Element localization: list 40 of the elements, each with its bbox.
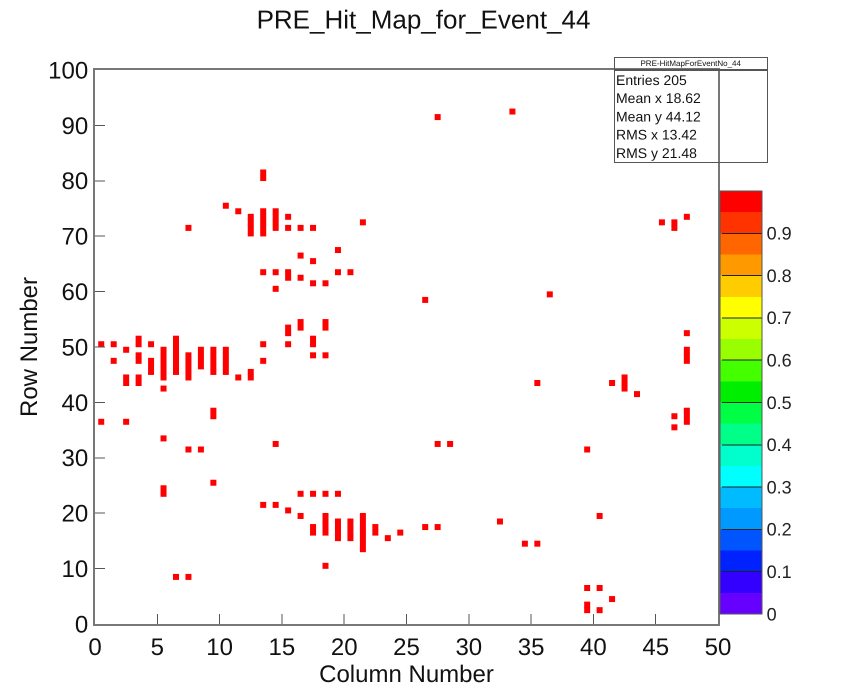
x-tick-label: 50 <box>704 634 732 661</box>
annotation: RMS y 21.48 <box>616 144 698 161</box>
y-tick-label: 20 <box>61 500 88 528</box>
x-tick-label: 30 <box>455 634 482 661</box>
x-tick-label: 10 <box>206 634 233 661</box>
color-bar-label: 0.4 <box>766 435 792 456</box>
x-tick-label: 15 <box>268 634 296 661</box>
color-bar-label: 0 <box>766 604 777 624</box>
x-tick-label: 20 <box>330 634 358 661</box>
color-bar-label: 0.2 <box>766 520 792 540</box>
y-tick-label: 30 <box>61 445 88 472</box>
y-axis-title: Row Number <box>16 276 43 418</box>
y-tick-label: 80 <box>61 168 88 196</box>
text: PRE-HitMapForEventNo_44 <box>640 59 742 68</box>
annotation: Mean y 44.12 <box>616 108 702 124</box>
y-tick-label: 100 <box>48 57 88 84</box>
annotation: RMS x 13.42 <box>616 126 698 143</box>
x-tick-label: 40 <box>580 634 607 661</box>
y-tick-label: 50 <box>61 334 88 362</box>
y-tick-label: 40 <box>61 390 88 417</box>
y-tick-label: 60 <box>61 279 88 306</box>
color-bar-label: 0.8 <box>766 266 792 286</box>
x-axis-title: Column Number <box>319 660 494 688</box>
annotation: Entries 205 <box>616 72 688 88</box>
x-tick-label: 25 <box>393 634 420 661</box>
y-tick-label: 90 <box>61 112 88 140</box>
color-bar-label: 0.9 <box>766 224 792 244</box>
color-bar-label: 0.6 <box>766 350 792 370</box>
color-bar-label: 0.1 <box>766 562 792 582</box>
x-tick-label: 45 <box>642 634 670 661</box>
x-tick-label: 35 <box>518 634 544 661</box>
annotation: Mean x 18.62 <box>616 90 702 106</box>
y-tick-label: 0 <box>74 611 88 638</box>
color-bar-label: 0.7 <box>766 308 792 328</box>
x-tick-label: 5 <box>150 634 164 661</box>
chart-title: PRE_Hit_Map_for_Event_44 <box>256 4 590 35</box>
y-tick-label: 10 <box>61 556 88 583</box>
y-tick-label: 70 <box>61 224 88 251</box>
color-bar-label: 0.3 <box>766 477 792 498</box>
color-bar-label: 0.5 <box>766 392 792 413</box>
